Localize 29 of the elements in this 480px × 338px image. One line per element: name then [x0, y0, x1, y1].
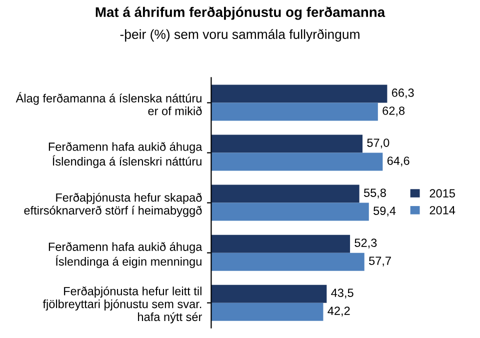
legend-label: 2014	[430, 206, 456, 214]
bar	[211, 134, 363, 153]
y-tick-label: Ferðamenn hafa aukið áhuga Íslendinga á eigin menningu	[48, 242, 202, 268]
data-label: 57,7	[369, 256, 391, 266]
data-label: 42,2	[328, 306, 350, 316]
chart-title: Mat á áhrifum ferðaþjónustu og ferðamanna	[96, 6, 386, 20]
y-tick-label: Ferðaþjónusta hefur skapað eftirsóknarverð störf í heimabyggð	[24, 192, 202, 217]
y-tick-label: Ferðamenn hafa aukið áhuga Íslendinga á íslenskri náttúru	[48, 142, 202, 168]
data-label: 59,4	[374, 206, 396, 216]
data-label: 57,0	[367, 138, 390, 148]
bar	[211, 202, 369, 221]
bar	[211, 302, 324, 321]
bar	[211, 284, 327, 303]
data-label: 52,3	[354, 238, 377, 248]
data-label: 64,6	[387, 156, 410, 166]
bar	[211, 152, 383, 171]
chart-subtitle: -þeir (%) sem voru sammála fullyrðingum	[120, 29, 360, 42]
data-label: 43,5	[331, 288, 354, 298]
bar	[211, 234, 350, 253]
y-tick-label: Álag ferðamanna á íslenska náttúru er of mikið	[16, 92, 202, 116]
data-label: 62,8	[382, 106, 405, 116]
bar	[211, 184, 360, 203]
data-label: 55,8	[364, 188, 386, 198]
legend-label: 2015	[430, 189, 455, 198]
y-tick-label: Ferðaþjónusta hefur leitt til fjölbreyttari þjónustu sem svar. hafa nýtt sér	[42, 286, 202, 324]
bar	[211, 252, 364, 271]
bar	[211, 102, 378, 121]
bar	[211, 84, 388, 103]
data-label: 66,3	[392, 88, 414, 98]
